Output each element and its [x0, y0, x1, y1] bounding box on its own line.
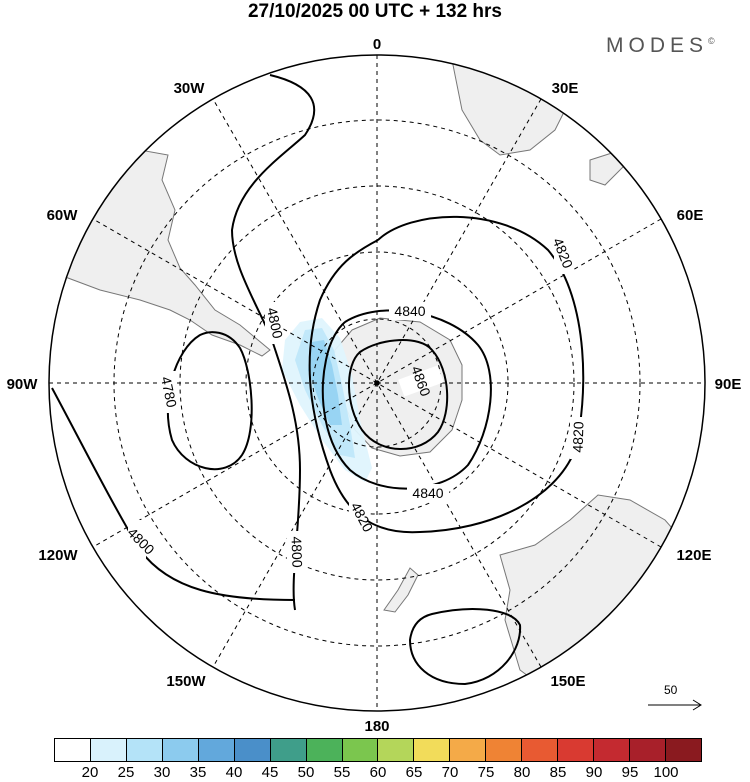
colorbar-cell [126, 739, 163, 761]
colorbar-tick-label: 35 [189, 764, 207, 781]
colorbar-cell [90, 739, 127, 761]
colorbar-cell [522, 739, 559, 761]
reference-vector [648, 699, 702, 711]
madagascar-island [589, 151, 626, 186]
colorbar-cell [378, 739, 415, 761]
colorbar-tick-label: 95 [621, 764, 639, 781]
contour-4800-west [230, 74, 316, 611]
colorbar-tick-label: 40 [225, 764, 243, 781]
colorbar-cell [486, 739, 523, 761]
colorbar-cell [198, 739, 235, 761]
contour-label-4840-bottom: 4840 [412, 485, 443, 501]
contour-4840 [321, 309, 492, 490]
colorbar-tick-label: 90 [585, 764, 603, 781]
colorbar-cell [162, 739, 199, 761]
colorbar-cell [234, 739, 271, 761]
australia-landmass [499, 494, 705, 701]
lon-label-60e: 60E [677, 207, 704, 224]
colorbar-tick-label: 100 [653, 764, 679, 781]
lon-label-30e: 30E [552, 80, 579, 97]
contour-4860 [348, 339, 449, 450]
reference-vector-label: 50 [664, 683, 678, 697]
map-boundary [48, 54, 706, 712]
colorbar-tick-label: 30 [153, 764, 171, 781]
colorbar-tick-label: 50 [297, 764, 315, 781]
lon-label-90w: 90W [7, 376, 39, 393]
south-pole-marker [374, 380, 380, 386]
lon-label-30w: 30W [174, 80, 206, 97]
contour-near-new-zealand [408, 608, 522, 686]
contour-4820 [308, 215, 585, 534]
contour-label-4820-east: 4820 [569, 421, 586, 453]
lon-label-60w: 60W [47, 207, 79, 224]
colorbar-cell [665, 739, 701, 761]
wind-shading-inner [308, 340, 342, 425]
longitude-labels: 0 30E 60E 90E 120E 150E 180 150W 120W 90… [7, 36, 742, 735]
colorbar-tick-label: 80 [513, 764, 531, 781]
polar-map: 4840 4860 4840 4820 4820 4820 4800 4780 … [7, 36, 742, 735]
colorbar-labels: 20 25 30 35 40 45 50 55 60 65 70 75 80 85 90 95 100 [0, 764, 750, 782]
lon-label-150w: 150W [166, 673, 206, 690]
contour-label-4820-right: 4820 [550, 236, 577, 271]
lon-label-180: 180 [364, 718, 389, 735]
colorbar-tick-label: 75 [477, 764, 495, 781]
colorbar-tick-label: 25 [117, 764, 135, 781]
contour-label-4800-south: 4800 [288, 536, 305, 568]
colorbar-cell [306, 739, 343, 761]
lon-label-120w: 120W [38, 547, 78, 564]
lon-label-0: 0 [373, 36, 381, 53]
brand-name: MODES [606, 34, 709, 57]
colorbar [54, 738, 702, 762]
colorbar-cell [594, 739, 630, 761]
colorbar-tick-label: 60 [369, 764, 387, 781]
contour-label-4800-west: 4800 [264, 306, 286, 340]
colorbar-tick-label: 20 [81, 764, 99, 781]
colorbar-tick-label: 85 [549, 764, 567, 781]
colorbar-cell [55, 739, 91, 761]
new-zealand-islands [383, 567, 419, 613]
lon-label-120e: 120E [676, 547, 711, 564]
lon-label-150e: 150E [550, 673, 585, 690]
map-title: 27/10/2025 00 UTC + 132 hrs [247, 1, 503, 22]
colorbar-cell [558, 739, 595, 761]
lon-label-90e: 90E [715, 376, 742, 393]
contour-label-group: 4840 4860 4840 4820 4820 4820 4800 4780 … [124, 232, 588, 573]
colorbar-cell [450, 739, 487, 761]
contour-4800-south [51, 387, 296, 601]
brand-mark: © [708, 36, 715, 46]
brand-logo: MODES© [606, 34, 715, 58]
contour-label-4840-top: 4840 [394, 303, 425, 319]
africa-landmass [451, 55, 581, 156]
colorbar-cell [270, 739, 307, 761]
colorbar-tick-label: 45 [261, 764, 279, 781]
colorbar-tick-label: 65 [405, 764, 423, 781]
contour-label-4780: 4780 [158, 375, 180, 409]
colorbar-tick-label: 70 [441, 764, 459, 781]
colorbar-cell [630, 739, 666, 761]
colorbar-tick-label: 55 [333, 764, 351, 781]
colorbar-cell [414, 739, 451, 761]
colorbar-cell [342, 739, 379, 761]
